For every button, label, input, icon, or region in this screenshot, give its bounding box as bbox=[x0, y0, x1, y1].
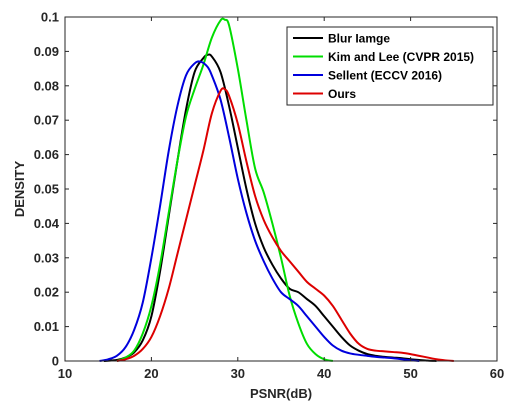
legend-box bbox=[286, 26, 494, 106]
legend-label-2: Sellent (ECCV 2016) bbox=[328, 69, 442, 83]
y-tick-label-10: 0.1 bbox=[41, 10, 59, 25]
series-layer bbox=[99, 17, 454, 362]
legend-label-3: Ours bbox=[328, 87, 356, 101]
y-tick-label-2: 0.02 bbox=[34, 285, 59, 300]
x-tick-label-0: 10 bbox=[58, 366, 72, 381]
legend-label-0: Blur Iamge bbox=[328, 32, 390, 46]
y-tick-label-4: 0.04 bbox=[34, 216, 60, 231]
x-axis-label: PSNR(dB) bbox=[250, 386, 312, 401]
x-tick-label-4: 50 bbox=[403, 366, 417, 381]
ticks-layer: 10 20 30 40 50 60 0 0.01 0.02 0.03 0.04 0.05 0.06 0.0… bbox=[34, 10, 505, 382]
y-tick-label-7: 0.07 bbox=[34, 113, 59, 128]
x-tick-label-1: 20 bbox=[144, 366, 158, 381]
y-tick-label-6: 0.06 bbox=[34, 147, 59, 162]
y-tick-label-3: 0.03 bbox=[34, 250, 59, 265]
series-line-1 bbox=[116, 17, 334, 362]
x-tick-label-3: 40 bbox=[317, 366, 331, 381]
y-axis-label: DENSITY bbox=[12, 161, 27, 218]
y-tick-label-0: 0 bbox=[52, 354, 59, 369]
x-tick-label-5: 60 bbox=[490, 366, 504, 381]
legend-label-1: Kim and Lee (CVPR 2015) bbox=[328, 50, 474, 64]
y-tick-label-1: 0.01 bbox=[34, 319, 59, 334]
y-tick-label-8: 0.08 bbox=[34, 78, 59, 93]
x-tick-label-2: 30 bbox=[231, 366, 245, 381]
series-line-3 bbox=[116, 87, 454, 362]
series-line-2 bbox=[99, 60, 420, 362]
y-tick-label-5: 0.05 bbox=[34, 182, 59, 197]
legend: Blur Iamge Kim and Lee (CVPR 2015) Sellent… bbox=[286, 26, 494, 106]
y-tick-label-9: 0.09 bbox=[34, 44, 59, 59]
